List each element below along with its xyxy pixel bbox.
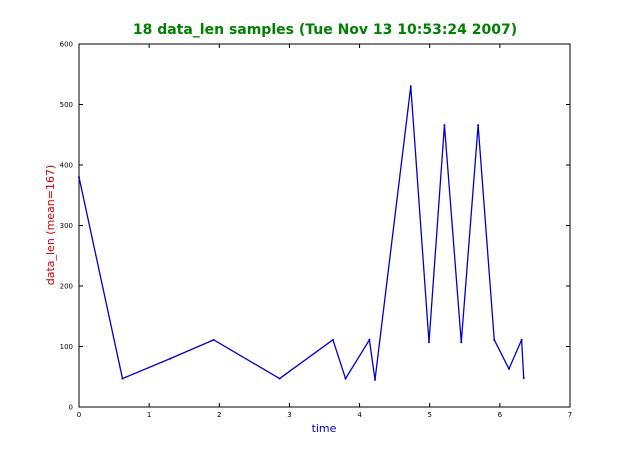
data-point: [507, 367, 510, 370]
y-tick-label: 200: [60, 283, 73, 291]
x-tick-label: 4: [357, 411, 362, 419]
x-tick-label: 5: [427, 411, 431, 419]
x-tick-label: 3: [287, 411, 291, 419]
y-axis: 0 100 200 300 400 500 600: [60, 41, 570, 412]
plot-area: [78, 43, 571, 408]
chart-title: 18 data_len samples (Tue Nov 13 10:53:24…: [133, 22, 517, 38]
x-tick-label: 7: [568, 411, 572, 419]
data-point: [331, 338, 334, 341]
x-axis-label: time: [312, 422, 337, 435]
data-point: [520, 338, 523, 341]
data-point: [344, 377, 347, 380]
data-point: [212, 338, 215, 341]
data-point: [374, 378, 377, 381]
data-point: [78, 176, 80, 179]
data-point: [428, 341, 431, 344]
y-tick-label: 500: [60, 101, 73, 109]
y-tick-label: 600: [60, 41, 73, 49]
data-point: [522, 376, 525, 379]
series-layer: [78, 85, 525, 381]
x-tick-label: 6: [498, 411, 503, 419]
plot-frame: [78, 43, 571, 408]
data-point: [409, 85, 412, 88]
x-tick-label: 2: [217, 411, 221, 419]
y-tick-label: 100: [60, 343, 73, 351]
data-point: [493, 338, 496, 341]
data-point: [121, 377, 124, 380]
x-axis: 0 1 2 3 4 5 6 7: [77, 44, 572, 419]
y-tick-label: 300: [60, 222, 73, 230]
data-point: [460, 341, 463, 344]
data-point: [477, 124, 480, 127]
series-line: [78, 86, 525, 381]
y-axis-label: data_len (mean=167): [44, 165, 57, 286]
data-point: [368, 338, 371, 341]
data-point: [278, 377, 281, 380]
x-tick-label: 0: [77, 411, 81, 419]
y-tick-label: 0: [69, 404, 73, 412]
y-tick-label: 400: [60, 162, 73, 170]
x-tick-label: 1: [147, 411, 151, 419]
data-point: [169, 357, 172, 360]
data-point: [443, 124, 446, 127]
